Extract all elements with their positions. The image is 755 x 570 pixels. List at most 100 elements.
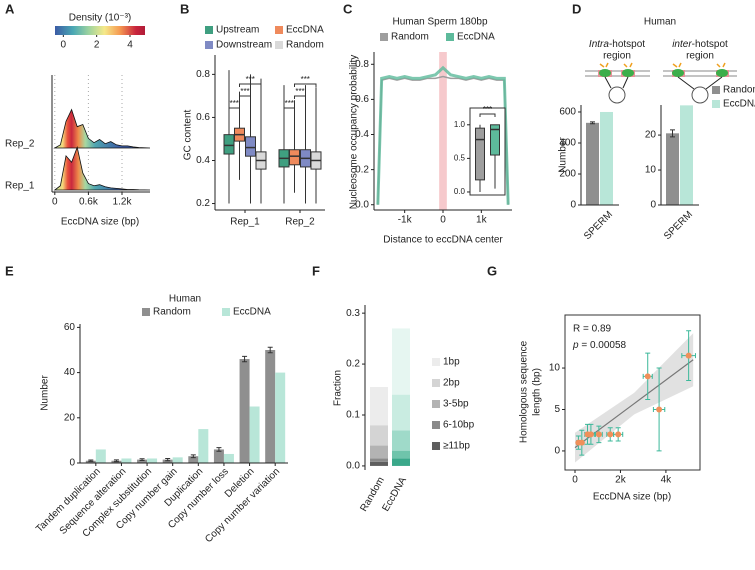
region-label-rest: -hotspot [692,39,728,50]
significance-bracket [239,95,251,99]
error-bar [113,459,119,463]
bar-segment [392,328,410,395]
chart-title: Human [169,294,201,305]
y-tick-label: 0.4 [196,155,210,166]
ridge [53,108,151,149]
error-bar [670,129,675,138]
legend-swatch [380,33,388,41]
bar [265,349,276,463]
colorbar-tick-label: 2 [94,40,100,51]
ridge [53,145,151,191]
y-axis-label: length (bp) [532,368,543,416]
significance-bracket [294,95,306,99]
panel-letter: C [343,1,353,16]
bar [223,453,234,463]
y-tick-label: 0.4 [355,129,369,140]
confidence-band [575,333,694,463]
y-tick-label: 0 [570,200,576,211]
x-axis-label: EccDNA size (bp) [61,217,139,228]
bar-segment [370,425,388,446]
y-tick-label: 0.5 [454,153,466,162]
point [685,352,692,359]
bar [666,133,679,205]
region-label-italic: Intra [589,39,609,50]
bar [600,111,613,205]
y-axis-label: Number [40,375,51,411]
colorbar-tick-label: 4 [127,40,133,51]
y-tick-label: 0.3 [346,308,360,319]
significance-bracket [239,83,262,87]
y-tick-label: 200 [559,169,576,180]
x-tick-label: 4k [661,475,673,486]
region-label: inter-hotspot [672,39,728,50]
legend-label: EccDNA [233,307,271,318]
y-axis-label: GC content [183,109,194,160]
bar [213,449,224,463]
bar [586,122,599,205]
y-tick-label: 400 [559,138,576,149]
panel-letter: B [180,1,189,16]
panel-letter: G [487,263,497,278]
y-axis-label: Fraction [333,370,344,406]
bar-segment [370,461,388,466]
bar-segment [370,445,388,459]
error-bar [267,346,273,354]
point [607,431,614,438]
significance-label: *** [285,99,294,108]
y-tick-label: 0.6 [355,94,369,105]
colorbar-title: Density (10⁻³) [69,13,132,24]
error-bar [242,355,248,363]
y-tick-label: 0.2 [355,164,369,175]
legend-label: 2bp [443,378,460,389]
significance-label: *** [240,87,249,96]
y-tick-label: 0.2 [196,198,210,209]
y-tick-label: 0.1 [346,410,360,421]
y-axis-label: Nucleosome occupancy probability [349,55,360,210]
significance-bracket [228,107,240,111]
box [245,136,256,157]
y-tick-label: 10 [645,165,657,176]
series-line [376,65,510,205]
y-tick-label: 0 [554,446,560,457]
x-tick-label: -1k [398,215,413,226]
legend-swatch [205,41,213,49]
y-tick-label: 20 [645,130,657,141]
error-bar [590,121,595,125]
legend-label: Random [153,307,191,318]
bar-segment [392,458,410,466]
box [289,149,300,166]
box [490,124,500,156]
legend-swatch [712,86,720,94]
error-bar [139,458,145,462]
legend-label: Random [723,85,755,96]
box [475,127,485,181]
row-label: Rep_2 [5,139,35,150]
y-tick-label: 0.0 [355,199,369,210]
y-tick-label: 0.8 [355,59,369,70]
error-bar [165,457,171,462]
stat-p-value: = 0.00058 [579,340,627,351]
point [656,406,663,413]
box [223,134,235,155]
significance-label: *** [295,87,304,96]
x-tick-label: Rep_1 [230,217,260,228]
legend-label: EccDNA [723,99,755,110]
point [595,431,602,438]
y-axis-label: Number [558,137,569,173]
x-tick-label: 0 [52,197,58,208]
colorbar [55,26,145,35]
x-tick-label: 1k [476,215,488,226]
error-bar [88,459,94,462]
x-tick-label: 0.6k [79,197,99,208]
legend-swatch [432,442,440,450]
x-tick-label: 2k [615,475,627,486]
bar [680,105,693,205]
region-label-italic: inter [672,39,692,50]
y-tick-label: 0.0 [346,461,360,472]
stat-p-symbol: p [572,340,579,351]
legend-swatch [432,400,440,408]
bar [188,456,199,463]
highlight-band [439,52,447,210]
legend-swatch [712,100,720,108]
